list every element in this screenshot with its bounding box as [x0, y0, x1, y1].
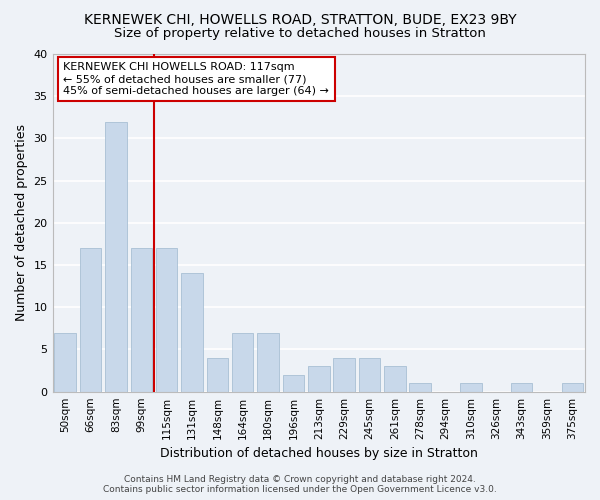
Bar [80, 248, 101, 392]
Bar [359, 358, 380, 392]
Text: Contains HM Land Registry data © Crown copyright and database right 2024.
Contai: Contains HM Land Registry data © Crown c… [103, 474, 497, 494]
X-axis label: Distribution of detached houses by size in Stratton: Distribution of detached houses by size … [160, 447, 478, 460]
Bar [460, 383, 482, 392]
Bar [283, 375, 304, 392]
Bar [105, 122, 127, 392]
Bar [181, 274, 203, 392]
Text: Size of property relative to detached houses in Stratton: Size of property relative to detached ho… [114, 28, 486, 40]
Bar [409, 383, 431, 392]
Bar [308, 366, 329, 392]
Bar [334, 358, 355, 392]
Bar [257, 332, 279, 392]
Text: KERNEWEK CHI, HOWELLS ROAD, STRATTON, BUDE, EX23 9BY: KERNEWEK CHI, HOWELLS ROAD, STRATTON, BU… [83, 12, 517, 26]
Bar [131, 248, 152, 392]
Bar [384, 366, 406, 392]
Bar [232, 332, 253, 392]
Bar [562, 383, 583, 392]
Text: KERNEWEK CHI HOWELLS ROAD: 117sqm
← 55% of detached houses are smaller (77)
45% : KERNEWEK CHI HOWELLS ROAD: 117sqm ← 55% … [63, 62, 329, 96]
Bar [206, 358, 228, 392]
Y-axis label: Number of detached properties: Number of detached properties [15, 124, 28, 322]
Bar [55, 332, 76, 392]
Bar [156, 248, 178, 392]
Bar [511, 383, 532, 392]
